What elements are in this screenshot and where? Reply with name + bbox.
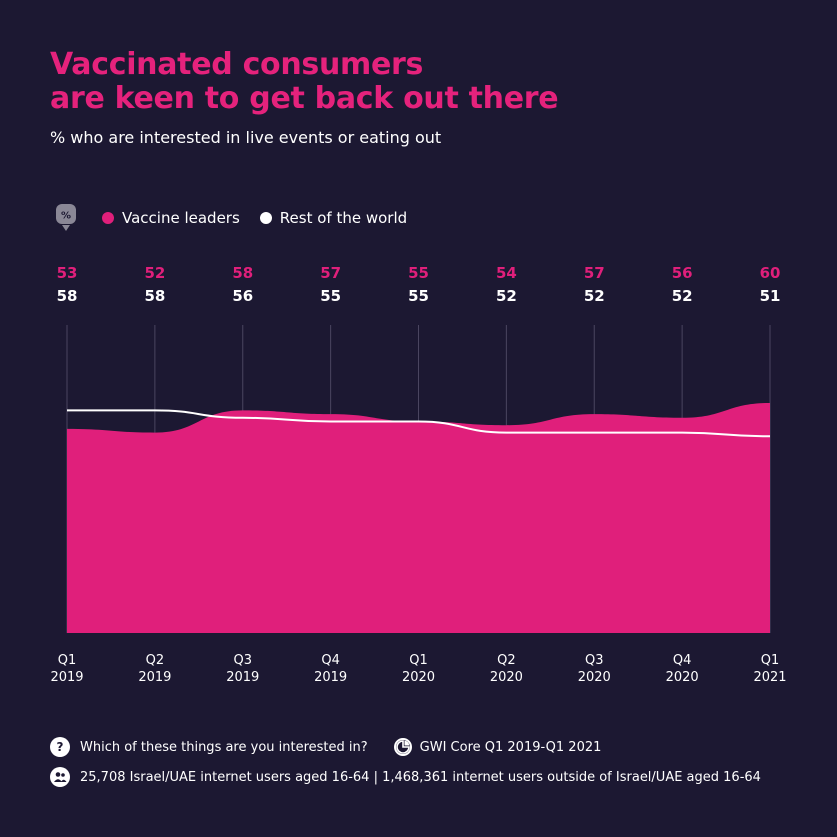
question-icon: ? xyxy=(50,737,70,757)
footer-sample: 25,708 Israel/UAE internet users aged 16… xyxy=(80,769,761,785)
data-label-rest-of-world-1: 58 xyxy=(57,287,78,305)
x-tick-year-2: 2019 xyxy=(138,670,171,685)
series-area-vaccine-leaders xyxy=(67,403,770,633)
chart-title: Vaccinated consumers are keen to get bac… xyxy=(50,47,559,116)
footer-row-2: 25,708 Israel/UAE internet users aged 16… xyxy=(50,767,761,787)
x-tick-quarter-1: Q1 xyxy=(58,653,77,668)
x-tick-year-4: 2019 xyxy=(314,670,347,685)
footer-row-1: ? Which of these things are you interest… xyxy=(50,737,601,757)
data-label-vaccine-leaders-5: 55 xyxy=(408,264,429,282)
x-tick-year-1: 2019 xyxy=(50,670,83,685)
data-label-rest-of-world-6: 52 xyxy=(496,287,517,305)
legend-label-vaccine-leaders: Vaccine leaders xyxy=(122,209,240,227)
legend: % Vaccine leaders Rest of the world xyxy=(56,204,427,232)
percent-icon: % xyxy=(56,204,76,232)
users-icon xyxy=(50,767,70,787)
legend-swatch-vaccine-leaders xyxy=(102,212,114,224)
data-label-rest-of-world-4: 55 xyxy=(320,287,341,305)
x-tick-quarter-7: Q3 xyxy=(585,653,604,668)
data-label-vaccine-leaders-1: 53 xyxy=(57,264,78,282)
x-tick-quarter-9: Q1 xyxy=(761,653,780,668)
data-label-vaccine-leaders-9: 60 xyxy=(760,264,781,282)
data-label-vaccine-leaders-3: 58 xyxy=(232,264,253,282)
x-tick-quarter-4: Q4 xyxy=(321,653,340,668)
chart-subtitle: % who are interested in live events or e… xyxy=(50,128,442,147)
data-label-rest-of-world-5: 55 xyxy=(408,287,429,305)
x-tick-quarter-6: Q2 xyxy=(497,653,516,668)
data-label-rest-of-world-7: 52 xyxy=(584,287,605,305)
data-label-vaccine-leaders-7: 57 xyxy=(584,264,605,282)
svg-text:%: % xyxy=(61,211,71,222)
data-label-vaccine-leaders-4: 57 xyxy=(320,264,341,282)
x-tick-quarter-2: Q2 xyxy=(146,653,165,668)
series-line-rest-of-world xyxy=(67,409,771,438)
data-label-rest-of-world-3: 56 xyxy=(232,287,253,305)
footer-source: GWI Core Q1 2019-Q1 2021 xyxy=(419,739,602,755)
chart-title-line-2: are keen to get back out there xyxy=(50,81,559,116)
legend-item-vaccine-leaders: Vaccine leaders xyxy=(102,209,240,227)
chart-title-line-1: Vaccinated consumers xyxy=(50,47,424,82)
x-tick-quarter-5: Q1 xyxy=(409,653,428,668)
x-tick-year-8: 2020 xyxy=(666,670,699,685)
x-tick-quarter-8: Q4 xyxy=(673,653,692,668)
data-label-rest-of-world-9: 51 xyxy=(760,287,781,305)
x-tick-year-3: 2019 xyxy=(226,670,259,685)
legend-label-rest-of-world: Rest of the world xyxy=(279,209,408,227)
footer-question: Which of these things are you interested… xyxy=(80,739,368,755)
legend-item-rest-of-world: Rest of the world xyxy=(259,209,408,227)
x-tick-quarter-3: Q3 xyxy=(233,653,252,668)
data-label-vaccine-leaders-2: 52 xyxy=(144,264,165,282)
x-tick-year-9: 2021 xyxy=(753,670,786,685)
pie-chart-icon xyxy=(393,738,412,756)
x-tick-year-6: 2020 xyxy=(490,670,523,685)
legend-swatch-rest-of-world xyxy=(259,212,272,224)
x-tick-year-7: 2020 xyxy=(578,670,611,685)
data-label-rest-of-world-2: 58 xyxy=(144,287,165,305)
data-label-vaccine-leaders-6: 54 xyxy=(496,264,517,282)
data-label-rest-of-world-8: 52 xyxy=(672,287,693,305)
data-label-vaccine-leaders-8: 56 xyxy=(672,264,693,282)
x-tick-year-5: 2020 xyxy=(402,670,435,685)
